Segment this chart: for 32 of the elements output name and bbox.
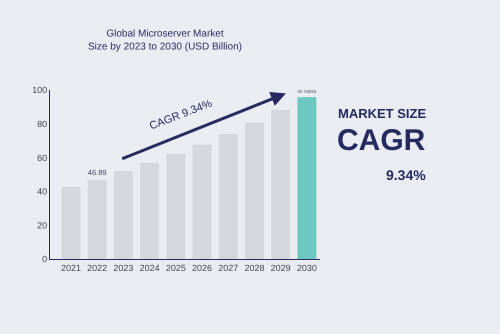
y-tick-label: 20 [37, 220, 48, 230]
bar [218, 134, 238, 259]
text: CAGR [337, 124, 426, 157]
x-tick-label: 2028 [244, 262, 264, 273]
bar [192, 144, 212, 259]
y-tick-label: 100 [32, 85, 48, 96]
bar [245, 122, 264, 259]
x-tick-label: 2024 [140, 262, 160, 273]
x-tick-label: 2030 [296, 262, 317, 273]
text: MARKET SIZE [338, 106, 426, 121]
y-tick-label: 0 [42, 254, 48, 264]
bar [297, 97, 316, 259]
bar [114, 170, 133, 259]
chart-title: Global Microserver Market Size by 2023 to 2030 (USD Billion) [88, 28, 242, 53]
x-tick-label: 2027 [218, 262, 238, 273]
x-tick-label: 2022 [87, 262, 108, 273]
annotation: CAGR 9.34% [148, 98, 214, 132]
x-tick-label: 2029 [270, 262, 291, 273]
y-tick-label: 40 [37, 186, 48, 197]
x-tick-label: 2026 [192, 262, 212, 273]
text: 9.34% [386, 167, 426, 183]
bar [62, 186, 80, 259]
bar [88, 180, 107, 259]
bar [140, 162, 160, 259]
data-label: 46.89 [88, 168, 107, 178]
bar [271, 110, 290, 259]
y-tick-label: 80 [37, 118, 48, 129]
x-tick-label: 2021 [60, 262, 81, 273]
x-tick-label: 2025 [166, 262, 186, 273]
y-tick-label: 60 [37, 152, 48, 163]
x-tick-label: 2023 [113, 262, 134, 273]
bar [166, 154, 186, 259]
